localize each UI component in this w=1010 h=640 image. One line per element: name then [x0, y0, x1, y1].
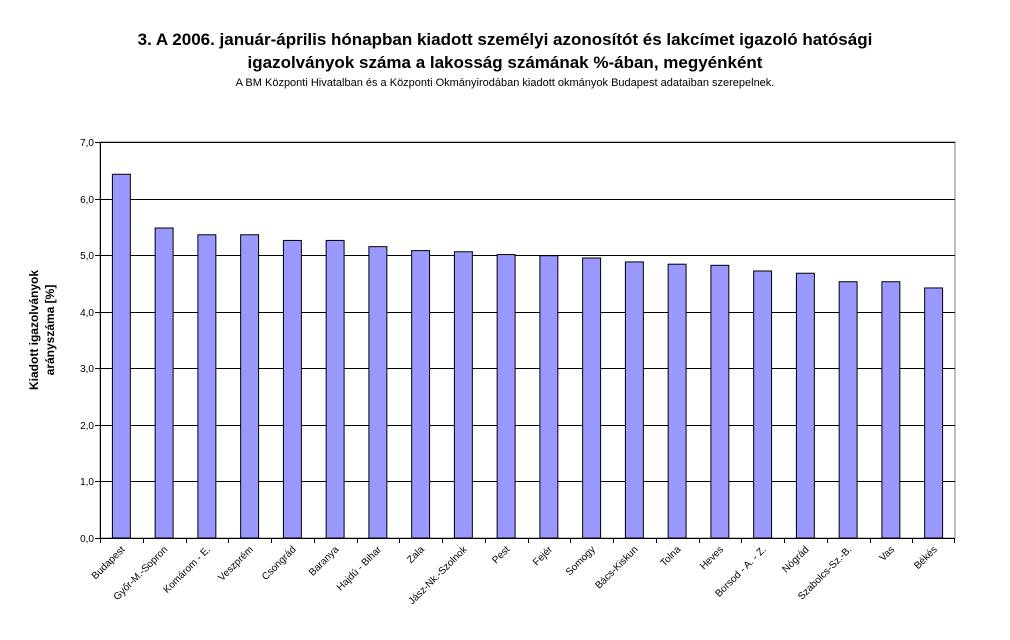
- bar: [924, 287, 944, 539]
- x-tick-label: Vas: [878, 544, 897, 563]
- bar: [795, 272, 815, 539]
- x-tick-label: Tolna: [659, 544, 684, 569]
- x-tick-label: Zala: [405, 544, 427, 566]
- bar: [496, 254, 516, 539]
- bar: [325, 239, 345, 539]
- bar: [667, 263, 687, 539]
- y-tick-label: 2,0: [80, 421, 94, 432]
- bar: [881, 281, 901, 539]
- chart-subtitle: A BM Központi Hivatalban és a Központi O…: [235, 77, 775, 89]
- y-tick-label: 7,0: [80, 138, 94, 149]
- y-tick-label: 4,0: [80, 308, 94, 319]
- bar: [453, 251, 473, 539]
- x-tick-label: Bács-Kiskun: [593, 544, 640, 591]
- x-tick-label: Somogy: [564, 544, 598, 578]
- bar: [710, 264, 730, 539]
- x-tick-label: Budapest: [90, 544, 128, 582]
- x-tick-label: Pest: [490, 544, 512, 566]
- bar: [539, 255, 559, 539]
- chart-title-line-1: 3. A 2006. január-április hónapban kiado…: [137, 30, 873, 49]
- y-tick-label: 0,0: [80, 534, 94, 545]
- y-tick-label: 3,0: [80, 364, 94, 375]
- x-tick-label: Veszprém: [217, 544, 256, 583]
- bar: [111, 173, 131, 539]
- x-tick-label: Fejér: [531, 544, 555, 568]
- bar: [154, 227, 174, 539]
- bar: [282, 239, 302, 539]
- bar: [368, 246, 388, 539]
- bar: [240, 234, 260, 539]
- chart-title: 3. A 2006. január-április hónapban kiado…: [0, 28, 1010, 74]
- y-tick-label: 6,0: [80, 195, 94, 206]
- bar: [838, 281, 858, 539]
- x-tick-label: Békés: [912, 544, 939, 571]
- x-tick-label: Baranya: [307, 544, 341, 578]
- chart-title-line-2: igazolványok száma a lakosság számának %…: [247, 53, 763, 72]
- bar: [411, 250, 431, 539]
- y-tick-label: 5,0: [80, 251, 94, 262]
- x-tick-label: Heves: [698, 544, 726, 572]
- bar: [582, 257, 602, 539]
- y-tick-label: 1,0: [80, 477, 94, 488]
- bar: [753, 270, 773, 539]
- x-tick-label: Csongrád: [260, 544, 298, 582]
- x-tick-label: Hajdú - Bihar: [335, 544, 385, 594]
- x-tick-label: Nógrád: [781, 544, 812, 575]
- bar: [197, 234, 217, 539]
- plot-area: 0,01,02,03,04,05,06,07,0BudapestGyőr-M.-…: [80, 138, 956, 607]
- bar: [624, 261, 644, 539]
- plot-background: [99, 141, 956, 539]
